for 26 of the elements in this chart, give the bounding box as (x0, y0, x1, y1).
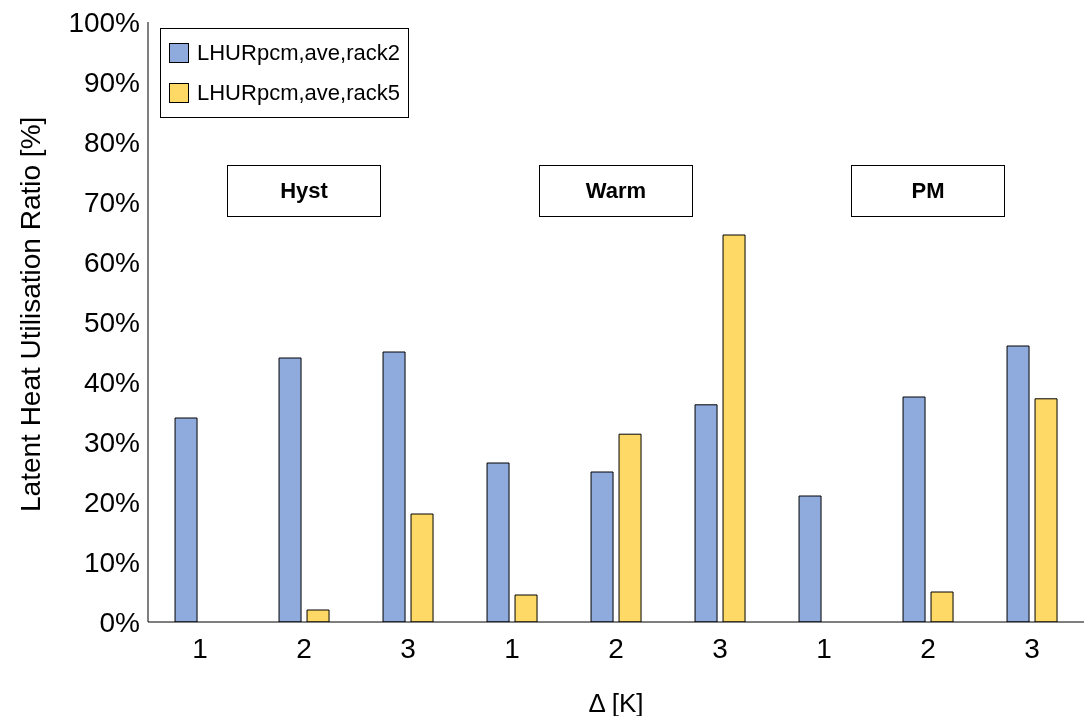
y-tick-label: 40% (83, 366, 140, 398)
legend-label: LHURpcm,ave,rack5 (197, 79, 400, 107)
y-tick-label: 70% (83, 186, 140, 218)
y-tick-label: 50% (83, 306, 140, 338)
y-tick-label: 100% (68, 6, 140, 38)
y-tick-label: 30% (83, 426, 140, 458)
y-tick-label: 90% (83, 66, 140, 98)
legend-label: LHURpcm,ave,rack2 (197, 39, 400, 67)
x-tick-label: 2 (920, 632, 936, 664)
label-box: Hyst (227, 165, 381, 217)
x-tick-label: 2 (296, 632, 312, 664)
x-tick-label: 1 (504, 632, 520, 664)
y-tick-label: 0% (99, 606, 140, 638)
x-tick-label: 1 (816, 632, 832, 664)
x-tick-label: 1 (192, 632, 208, 664)
label-box: PM (851, 165, 1005, 217)
y-tick-label: 60% (83, 246, 140, 278)
x-tick-label: 2 (608, 632, 624, 664)
y-tick-label: 10% (83, 546, 140, 578)
x-tick-label: 3 (400, 632, 416, 664)
y-tick-label: 20% (83, 486, 140, 518)
y-tick-label: 80% (83, 126, 140, 158)
x-tick-label: 3 (1024, 632, 1040, 664)
y-axis-title: Latent Heat Utilisation Ratio [%] (14, 116, 46, 512)
x-tick-label: 3 (712, 632, 728, 664)
label-box: Warm (539, 165, 693, 217)
